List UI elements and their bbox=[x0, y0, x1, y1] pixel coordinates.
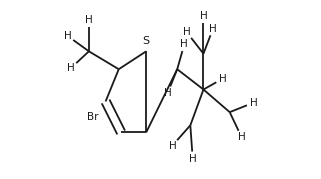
Text: H: H bbox=[209, 24, 217, 34]
Text: H: H bbox=[219, 74, 226, 84]
Text: H: H bbox=[85, 15, 93, 25]
Text: H: H bbox=[180, 39, 188, 49]
Text: Br: Br bbox=[87, 112, 98, 122]
Text: H: H bbox=[238, 132, 246, 142]
Text: H: H bbox=[64, 31, 71, 41]
Text: H: H bbox=[169, 141, 176, 151]
Text: H: H bbox=[189, 154, 196, 164]
Text: H: H bbox=[183, 27, 191, 37]
Text: S: S bbox=[143, 36, 150, 46]
Text: H: H bbox=[250, 98, 257, 108]
Text: H: H bbox=[67, 63, 75, 73]
Text: H: H bbox=[200, 11, 207, 21]
Text: H: H bbox=[164, 88, 171, 98]
